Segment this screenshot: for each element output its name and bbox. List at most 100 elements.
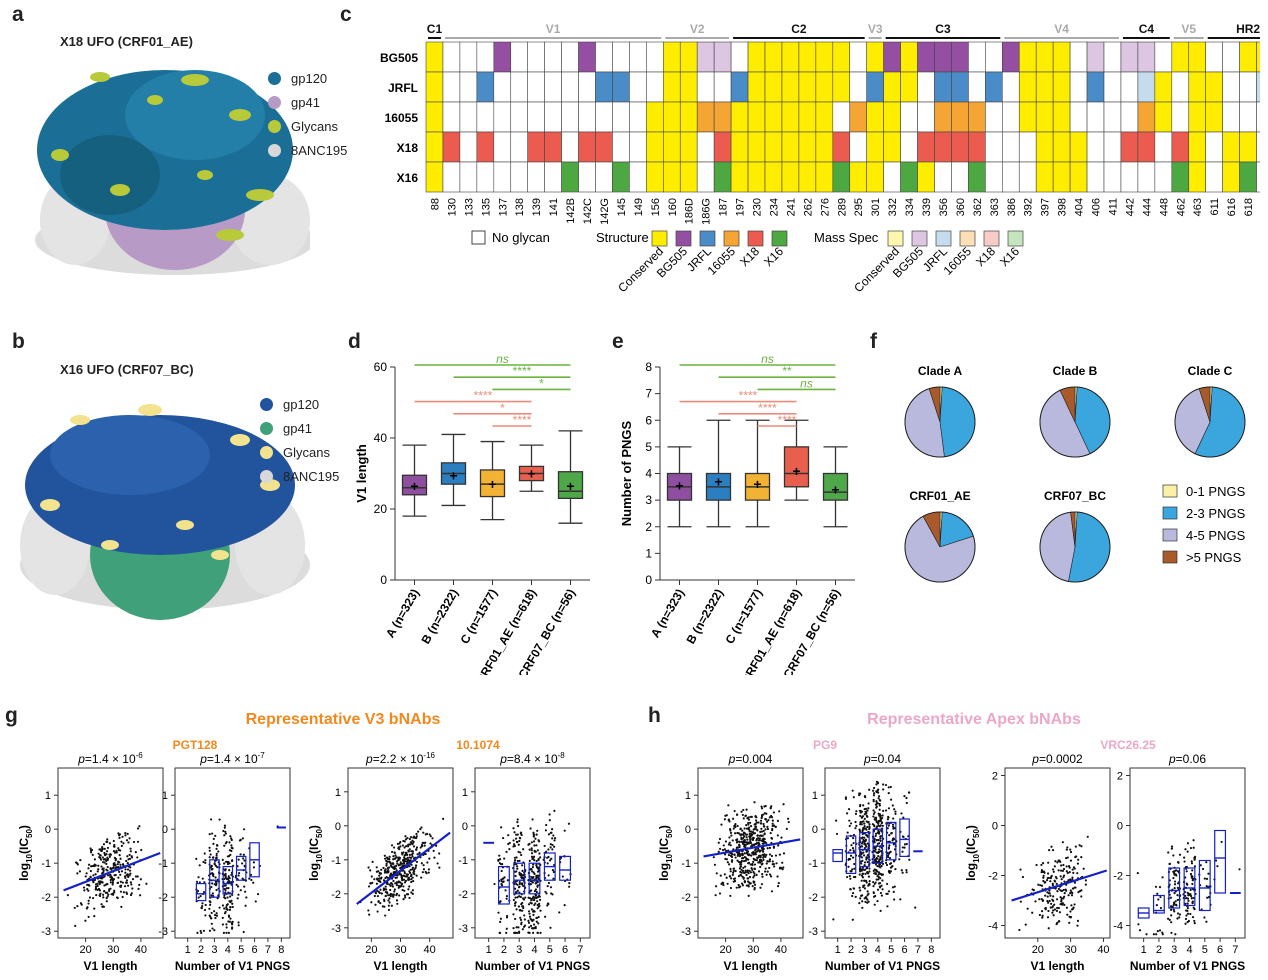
- scatter-point: [385, 862, 388, 865]
- scatter-point: [536, 907, 539, 910]
- scatter-point: [401, 853, 404, 856]
- scatter-point: [759, 865, 762, 869]
- scatter-point: [125, 879, 129, 882]
- scatter-point: [874, 881, 877, 884]
- scatter-point: [865, 812, 868, 815]
- heatmap-cell: [1001, 101, 1020, 133]
- scatter-point: [514, 880, 517, 883]
- scatter-point: [877, 822, 880, 825]
- scatter-point: [552, 870, 555, 874]
- scatter-point: [745, 836, 748, 839]
- scatter-point: [92, 896, 95, 900]
- structure-swatch: [771, 230, 788, 247]
- heatmap-cell: [764, 161, 783, 193]
- scatter-point: [739, 870, 742, 873]
- scatter-point: [518, 891, 521, 894]
- scatter-point: [865, 820, 868, 823]
- scatter-point: [538, 904, 541, 908]
- scatter-point: [139, 878, 142, 881]
- heatmap-cell: [1239, 41, 1257, 73]
- scatter-point: [385, 888, 388, 891]
- heatmap-cell: [883, 41, 901, 73]
- scatter-point: [214, 876, 217, 879]
- scatter-point: [865, 834, 869, 837]
- scatter-point: [231, 922, 234, 926]
- column-label: 339: [921, 198, 933, 216]
- scatter-point: [763, 833, 766, 836]
- scatter-point: [757, 842, 760, 845]
- scatter-point: [370, 875, 373, 878]
- scatter-point: [532, 918, 535, 921]
- scatter-point: [519, 895, 522, 899]
- scatter-point: [422, 831, 425, 834]
- scatter-point: [859, 889, 862, 892]
- scatter-point: [237, 858, 240, 861]
- protein-structure-x18: [35, 70, 310, 275]
- scatter-point: [1065, 889, 1068, 892]
- heatmap-cell: [747, 161, 766, 193]
- scatter-point: [877, 871, 881, 874]
- scatter-point: [779, 866, 782, 869]
- scatter-point: [854, 875, 857, 879]
- scatter-point: [532, 909, 535, 912]
- scatter-point: [411, 868, 414, 871]
- column-label: 187: [718, 198, 730, 216]
- scatter-point: [125, 859, 128, 863]
- box: [783, 446, 810, 488]
- scatter-point: [902, 816, 905, 819]
- scatter-point: [861, 828, 864, 831]
- scatter-point: [113, 874, 116, 877]
- y-axis-label: Number of PNGS: [619, 420, 634, 526]
- scatter-point: [891, 839, 894, 842]
- scatter-point: [726, 882, 729, 885]
- heatmap-cell: [798, 161, 817, 193]
- scatter-point: [743, 880, 746, 883]
- scatter-point: [1172, 876, 1175, 880]
- scatter-point: [868, 788, 871, 791]
- scatter-point: [873, 818, 876, 821]
- scatter-point: [136, 856, 139, 859]
- scatter-point: [1173, 873, 1176, 876]
- scatter-point: [872, 812, 875, 816]
- scatter-point: [1051, 911, 1054, 914]
- mass-spec-swatch: [983, 230, 1000, 247]
- scatter-point: [438, 866, 441, 869]
- heatmap-cell: [1171, 131, 1190, 163]
- scatter-point: [118, 854, 121, 857]
- heatmap-cell: [696, 41, 715, 73]
- scatter-point: [512, 898, 516, 902]
- x-tick-label: 8: [278, 944, 284, 956]
- scatter-point: [66, 894, 69, 897]
- scatter-point: [538, 852, 541, 855]
- heatmap-cell: [1171, 71, 1190, 103]
- scatter-point: [243, 885, 246, 888]
- scatter-point: [1052, 899, 1055, 902]
- x-tick-label: 5: [1202, 944, 1208, 956]
- scatter-point: [390, 850, 394, 854]
- column-label: 230: [752, 198, 764, 216]
- scatter-point: [396, 881, 399, 884]
- scatter-point: [1050, 874, 1053, 877]
- scatter-point: [751, 862, 754, 866]
- heatmap-cell: [1222, 41, 1240, 73]
- heatmap-cell: [476, 71, 495, 103]
- scatter-point: [901, 846, 904, 849]
- y-axis-label: log10(IC50): [307, 825, 324, 881]
- y-tick-label: -1: [41, 858, 51, 870]
- y-tick-label: 0: [45, 824, 51, 836]
- scatter-point: [750, 832, 753, 835]
- x-tick-label: A (n=323): [648, 586, 687, 640]
- scatter-point: [777, 881, 780, 885]
- scatter-point: [1078, 844, 1081, 847]
- x-tick-label: 2: [1156, 944, 1162, 956]
- scatter-point: [552, 834, 555, 837]
- column-label: 160: [667, 198, 679, 216]
- scatter-point: [746, 838, 749, 841]
- y-axis-label: log10(IC50): [964, 825, 981, 881]
- scatter-point: [514, 896, 517, 899]
- scatter-point: [770, 836, 773, 840]
- x-axis-label: Number of V1 PNGS: [175, 959, 290, 973]
- scatter-point: [764, 804, 767, 808]
- x-tick-label: 1: [1141, 944, 1147, 956]
- scatter-point: [756, 829, 759, 832]
